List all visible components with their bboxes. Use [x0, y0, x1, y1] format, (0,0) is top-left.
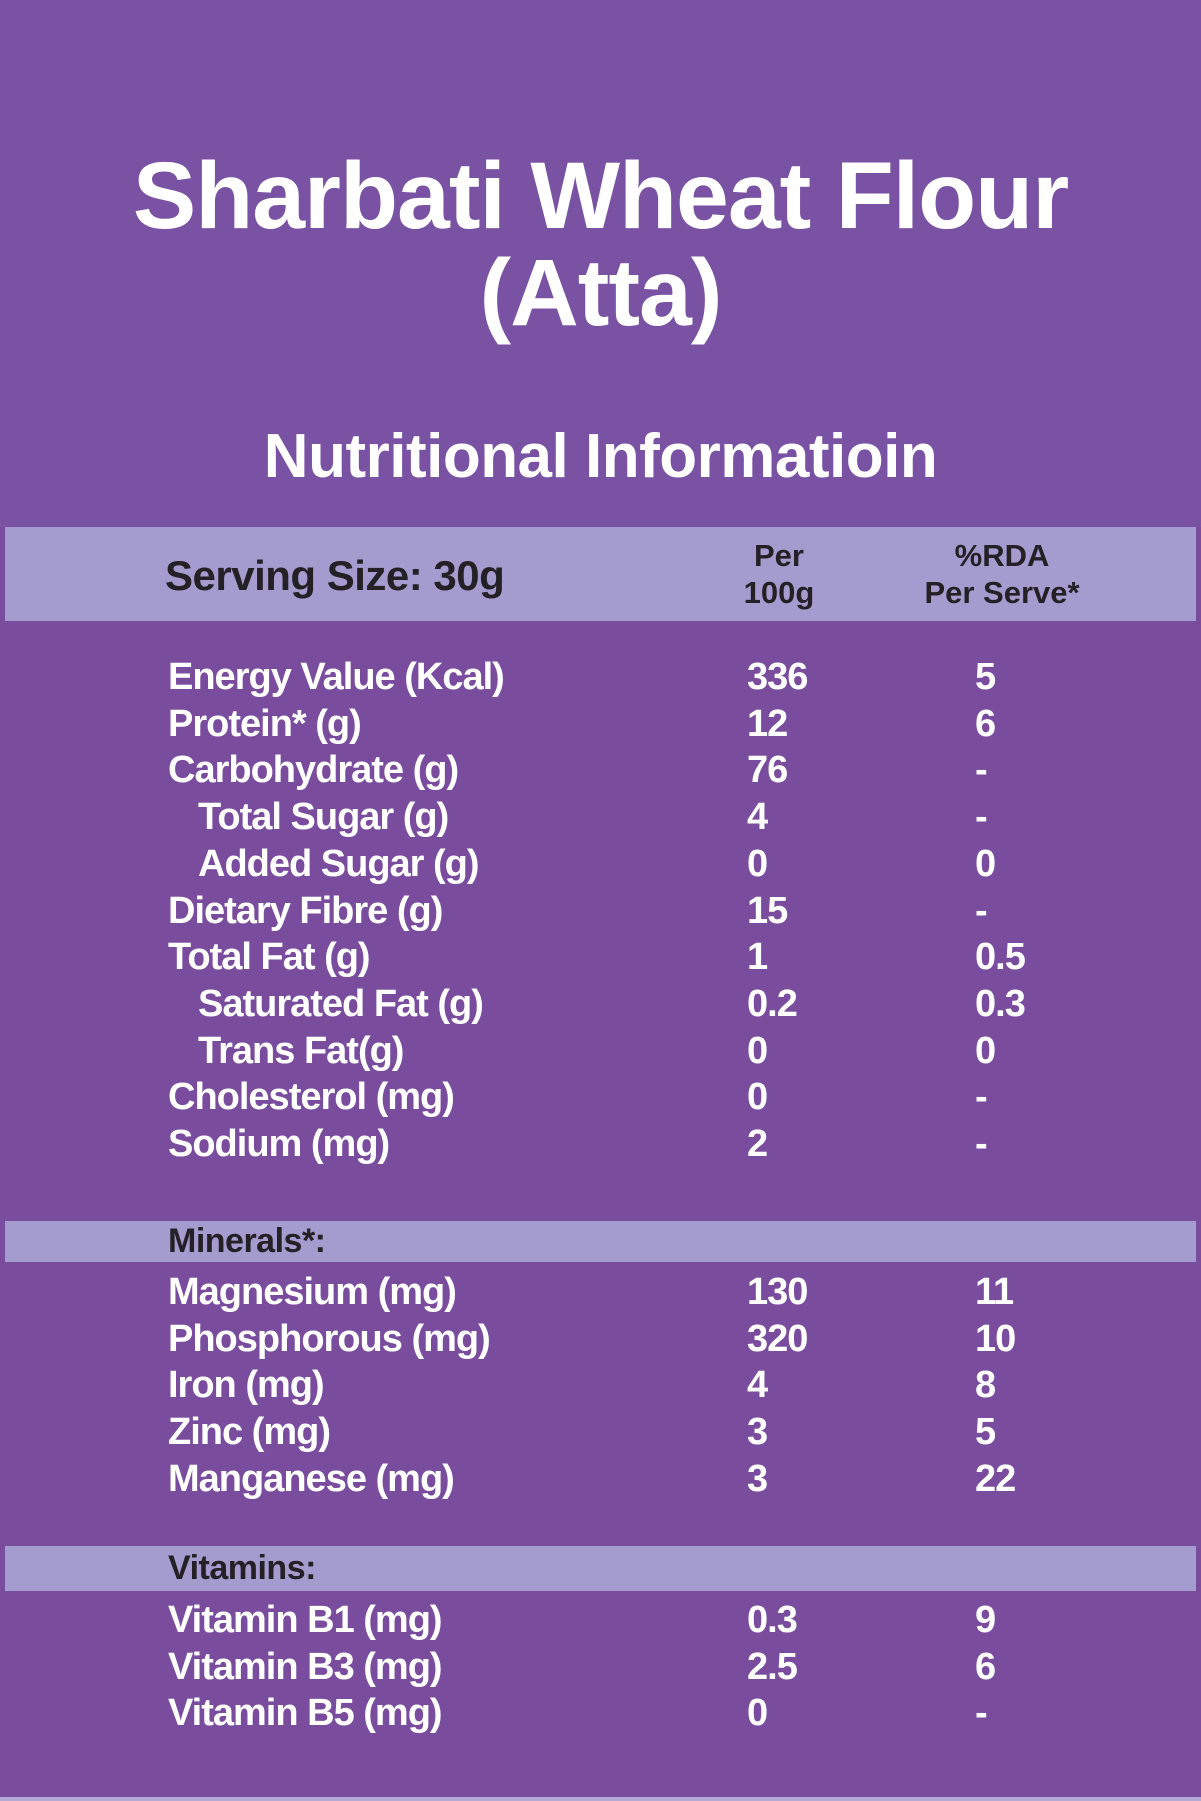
row-value-rda-per-serve: 8 [975, 1364, 996, 1407]
nutrition-row: Zinc (mg) 3 5 [0, 1409, 1201, 1456]
row-value-rda-per-serve: 6 [975, 1645, 996, 1688]
row-value-per-100g: 0 [747, 1076, 768, 1119]
nutrition-rows-vitamins: Vitamin B1 (mg) 0.3 9 Vitamin B3 (mg) 2.5 6 Vi… [0, 1597, 1201, 1737]
row-label: Magnesium (mg) [168, 1271, 457, 1313]
nutrition-rows-minerals: Magnesium (mg) 130 11 Phosphorous (mg) 320 10… [0, 1269, 1201, 1503]
row-label: Carbohydrate (g) [168, 749, 459, 792]
row-value-rda-per-serve: 5 [975, 656, 996, 698]
row-value-rda-per-serve: 0 [975, 1029, 996, 1072]
row-label: Added Sugar (g) [198, 842, 480, 885]
row-value-per-100g: 3 [747, 1411, 768, 1454]
page-title-line2: (Atta) [479, 240, 723, 346]
row-value-per-100g: 2.5 [747, 1645, 798, 1688]
row-value-per-100g: 1 [747, 936, 768, 979]
nutrition-row: Cholesterol (mg) 0 - [0, 1074, 1201, 1121]
row-label: Saturated Fat (g) [198, 982, 484, 1025]
row-value-per-100g: 12 [747, 702, 788, 745]
col-header-per-100g-line1: Per [754, 538, 804, 573]
bottom-strip [0, 1797, 1201, 1801]
row-value-rda-per-serve: - [975, 796, 988, 839]
nutrition-row: Energy Value (Kcal) 336 5 [0, 654, 1201, 701]
subtitle: Nutritional Informatioin [263, 422, 938, 491]
vitamins-heading-band: Vitamins: [5, 1546, 1196, 1591]
nutrition-row: Trans Fat(g) 0 0 [0, 1028, 1201, 1075]
page-title-line1: Sharbati Wheat Flour [132, 143, 1069, 249]
row-value-rda-per-serve: 5 [975, 1411, 996, 1454]
row-value-per-100g: 15 [747, 889, 788, 932]
col-header-per-100g-line2: 100g [743, 575, 815, 610]
serving-size-label: Serving Size: 30g [165, 551, 505, 599]
row-label: Vitamin B1 (mg) [168, 1599, 443, 1641]
row-value-rda-per-serve: 22 [975, 1457, 1016, 1500]
nutrition-row: Total Sugar (g) 4 - [0, 794, 1201, 841]
row-value-per-100g: 0.2 [747, 982, 798, 1025]
row-label: Vitamin B3 (mg) [168, 1645, 443, 1688]
row-value-per-100g: 130 [747, 1271, 808, 1313]
row-value-rda-per-serve: 0.5 [975, 936, 1026, 979]
row-value-per-100g: 0 [747, 842, 768, 885]
col-header-rda-per-serve: %RDA Per Serve* [924, 537, 1079, 611]
row-value-per-100g: 320 [747, 1317, 808, 1360]
row-value-per-100g: 3 [747, 1457, 768, 1500]
row-value-rda-per-serve: 9 [975, 1599, 996, 1641]
row-value-per-100g: 336 [747, 656, 808, 698]
row-label: Iron (mg) [168, 1364, 325, 1407]
nutrition-row: Magnesium (mg) 130 11 [0, 1269, 1201, 1316]
row-value-per-100g: 4 [747, 1364, 768, 1407]
nutrition-row: Sodium (mg) 2 - [0, 1121, 1201, 1168]
row-value-per-100g: 0 [747, 1029, 768, 1072]
col-header-per-100g: Per 100g [744, 537, 815, 611]
row-label: Phosphorous (mg) [168, 1317, 491, 1360]
row-value-rda-per-serve: - [975, 1076, 988, 1119]
row-label: Dietary Fibre (g) [168, 889, 443, 932]
nutrition-row: Carbohydrate (g) 76 - [0, 747, 1201, 794]
nutrition-row: Added Sugar (g) 0 0 [0, 841, 1201, 888]
row-value-rda-per-serve: - [975, 1123, 988, 1166]
row-value-per-100g: 0 [747, 1692, 768, 1735]
nutrition-row: Saturated Fat (g) 0.2 0.3 [0, 981, 1201, 1028]
row-value-rda-per-serve: - [975, 1692, 988, 1735]
row-value-per-100g: 2 [747, 1123, 768, 1166]
page-title: Sharbati Wheat Flour (Atta) [0, 148, 1201, 342]
nutrition-row: Vitamin B3 (mg) 2.5 6 [0, 1644, 1201, 1691]
row-label: Zinc (mg) [168, 1411, 331, 1454]
nutrition-row: Iron (mg) 4 8 [0, 1362, 1201, 1409]
row-value-rda-per-serve: 0 [975, 842, 996, 885]
row-label: Sodium (mg) [168, 1123, 390, 1166]
row-value-rda-per-serve: - [975, 749, 988, 792]
row-label: Cholesterol (mg) [168, 1076, 455, 1119]
row-value-rda-per-serve: 0.3 [975, 982, 1026, 1025]
row-label: Manganese (mg) [168, 1457, 455, 1500]
nutrition-rows-main: Energy Value (Kcal) 336 5 Protein* (g) 12 6 Ca… [0, 654, 1201, 1168]
minerals-heading: Minerals*: [168, 1222, 326, 1260]
row-value-per-100g: 0.3 [747, 1599, 798, 1641]
row-value-rda-per-serve: - [975, 889, 988, 932]
row-label: Total Sugar (g) [198, 796, 449, 839]
row-value-per-100g: 76 [747, 749, 788, 792]
nutrition-row: Total Fat (g) 1 0.5 [0, 934, 1201, 981]
nutrition-row: Manganese (mg) 3 22 [0, 1456, 1201, 1503]
row-value-rda-per-serve: 11 [975, 1271, 1014, 1313]
nutrition-row: Vitamin B5 (mg) 0 - [0, 1690, 1201, 1737]
row-label: Protein* (g) [168, 702, 362, 745]
row-value-per-100g: 4 [747, 796, 768, 839]
row-label: Vitamin B5 (mg) [168, 1692, 443, 1735]
col-header-rda-line1: %RDA [954, 538, 1050, 573]
row-value-rda-per-serve: 10 [975, 1317, 1016, 1360]
row-value-rda-per-serve: 6 [975, 702, 996, 745]
nutrition-row: Vitamin B1 (mg) 0.3 9 [0, 1597, 1201, 1644]
col-header-rda-line2: Per Serve* [924, 575, 1080, 610]
vitamins-heading: Vitamins: [168, 1549, 316, 1587]
row-label: Trans Fat(g) [198, 1029, 404, 1072]
nutrition-row: Dietary Fibre (g) 15 - [0, 888, 1201, 935]
nutrition-row: Protein* (g) 12 6 [0, 701, 1201, 748]
row-label: Total Fat (g) [168, 936, 371, 979]
row-label: Energy Value (Kcal) [168, 656, 505, 698]
minerals-heading-band: Minerals*: [5, 1221, 1196, 1262]
table-header-band: Serving Size: 30g Per 100g %RDA Per Serv… [5, 527, 1196, 621]
nutrition-row: Phosphorous (mg) 320 10 [0, 1316, 1201, 1363]
